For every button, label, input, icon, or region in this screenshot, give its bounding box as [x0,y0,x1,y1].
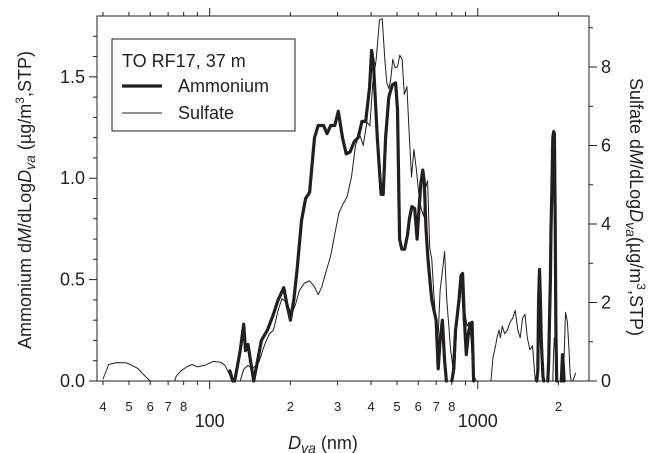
series-sulfate-line [552,337,558,382]
y-right-title-part-6: (µg/m [626,237,646,283]
series-sulfate-line [239,18,477,382]
y-right-tick-label: 0 [601,371,611,391]
y-right-title-part-4: D [626,209,646,222]
x-axis-title: Dva (nm) [288,433,358,453]
y-left-title-part-2: M [15,228,35,243]
x-tick-label-minor: 2 [555,399,562,414]
x-tick-label-minor: 4 [99,399,106,414]
series-sulfate [102,18,577,382]
y-left-tick-label: 1.0 [60,168,85,188]
series-sulfate-line [562,311,572,382]
series-ammonium-line [535,267,546,383]
series-ammonium [228,48,566,383]
y-left-title-part-1: Ammonium d [15,243,35,349]
y-left-tick-label: 1.5 [60,67,85,87]
x-tick-label-minor: 7 [433,399,440,414]
top-axis-ticks [102,8,559,16]
y-right-title-part-8: ,STP) [626,290,646,336]
series-sulfate-line [102,362,151,382]
y-right-axis-title: Sulfate dM/dLogDva(µg/m3,STP) [623,78,648,336]
series-ammonium-line [546,130,559,383]
x-tick-label-minor: 4 [367,399,374,414]
y-right-title-part-5: va [623,222,639,237]
series-sulfate-line [490,309,536,382]
y-left-title-part-4: D [15,170,35,183]
y-left-tick-label: 0.5 [60,270,85,290]
series-sulfate-line [174,360,233,382]
x-tick-label-minor: 3 [334,399,341,414]
y-left-title-part-3: /dLog [15,183,35,228]
y-right-tick-label: 8 [601,57,611,77]
x-tick-label-minor: 8 [180,399,187,414]
series-sulfate-line [572,372,577,382]
x-tick-label-minor: 6 [415,399,422,414]
y-left-tick-label: 0.0 [60,371,85,391]
right-axis-ticks: 0 2 4 6 8 [589,27,611,391]
x-axis-title-unit: (nm) [316,433,358,453]
x-tick-label-minor: 7 [165,399,172,414]
y-right-title-part-2: M [626,149,646,164]
y-left-axis-title: Ammonium dM/dLogDva (µg/m3,STP) [13,51,38,349]
x-tick-label-minor: 5 [393,399,400,414]
y-left-title-part-5: va [22,155,38,170]
legend-label-ammonium: Ammonium [178,76,269,96]
series-ammonium-line [233,48,448,383]
y-right-title-part-7: 3 [634,283,648,290]
x-tick-label-major: 1000 [458,411,498,431]
x-axis-title-var: D [288,433,301,453]
y-right-tick-label: 4 [601,214,611,234]
y-left-title-part-7: 3 [13,97,27,104]
left-axis-ticks: 0.0 0.5 1.0 1.5 [60,35,97,391]
series-layer [102,18,577,383]
x-tick-label-minor: 6 [147,399,154,414]
y-right-title-part-1: Sulfate d [626,78,646,149]
x-tick-label-minor: 8 [448,399,455,414]
legend-label-sulfate: Sulfate [178,103,234,123]
legend-title: TO RF17, 37 m [122,51,246,71]
x-tick-label-minor: 2 [287,399,294,414]
y-left-title-part-8: ,STP) [15,51,35,97]
y-right-tick-label: 6 [601,136,611,156]
y-left-title-part-6: (µg/m [15,104,35,155]
x-tick-label-major: 100 [195,411,225,431]
x-tick-label-minor: 5 [125,399,132,414]
x-axis-title-sub: va [301,440,316,453]
series-ammonium-line [228,369,235,383]
legend: TO RF17, 37 m Ammonium Sulfate [111,38,296,132]
series-ammonium-line [450,271,476,383]
y-right-tick-label: 2 [601,293,611,313]
y-right-title-part-3: /dLog [626,164,646,209]
